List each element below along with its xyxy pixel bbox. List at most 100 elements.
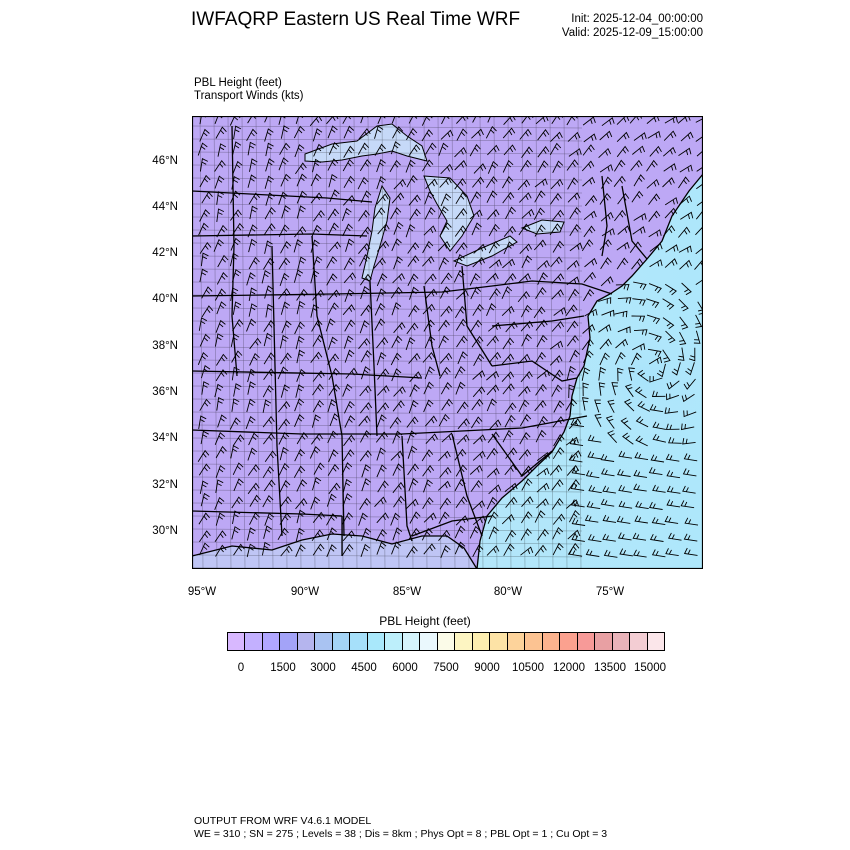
wind-barb bbox=[312, 476, 322, 491]
wind-barb bbox=[247, 447, 258, 461]
wind-barb bbox=[455, 208, 468, 220]
wind-barb bbox=[360, 190, 372, 203]
wind-barb bbox=[649, 375, 663, 383]
wind-barb bbox=[551, 498, 564, 510]
wind-barb bbox=[360, 366, 371, 380]
wind-barb bbox=[229, 417, 241, 430]
wind-barb bbox=[568, 509, 580, 523]
wind-barb bbox=[652, 421, 666, 430]
wind-barb bbox=[246, 128, 258, 142]
wind-barb bbox=[216, 397, 225, 411]
county-lines bbox=[192, 116, 583, 569]
wind-barb bbox=[629, 241, 642, 253]
wind-barb bbox=[296, 173, 307, 187]
wind-barb bbox=[422, 465, 435, 477]
wind-barb bbox=[249, 337, 262, 350]
wind-barb bbox=[280, 173, 291, 187]
county-line bbox=[192, 437, 583, 441]
wind-barb bbox=[568, 148, 582, 157]
wind-barb bbox=[406, 127, 418, 141]
wind-barb bbox=[262, 399, 272, 413]
wind-barb bbox=[391, 192, 405, 204]
wind-barb bbox=[681, 393, 695, 403]
wind-barb bbox=[520, 465, 533, 477]
wind-barb bbox=[571, 533, 585, 542]
wind-barb bbox=[440, 382, 453, 395]
wind-barb bbox=[342, 530, 356, 542]
wind-barb bbox=[215, 126, 227, 139]
wind-barb bbox=[345, 367, 358, 379]
wind-barb bbox=[422, 255, 435, 267]
wind-barb bbox=[678, 147, 692, 156]
colorbar-label: 4500 bbox=[351, 662, 377, 674]
wind-barb bbox=[407, 463, 419, 476]
wind-barb bbox=[232, 160, 243, 174]
wind-barb bbox=[342, 194, 356, 206]
wind-barb bbox=[616, 116, 630, 125]
wind-barb bbox=[582, 324, 596, 334]
wind-barb bbox=[585, 470, 600, 479]
wind-barb bbox=[231, 366, 240, 381]
lat-label: 46°N bbox=[152, 155, 178, 167]
wind-barb bbox=[598, 366, 607, 381]
wind-barb bbox=[279, 334, 289, 349]
wind-barb bbox=[624, 383, 634, 398]
wind-barb bbox=[567, 529, 581, 540]
wind-barb bbox=[407, 242, 420, 254]
wind-barb bbox=[683, 547, 698, 556]
wind-barb bbox=[599, 130, 613, 141]
wind-barb bbox=[582, 350, 594, 363]
wind-barb bbox=[607, 399, 615, 413]
wind-barb bbox=[423, 512, 437, 523]
wind-barb bbox=[312, 383, 324, 396]
wind-barb bbox=[247, 381, 256, 395]
wind-barb bbox=[213, 238, 224, 252]
wind-barb bbox=[565, 398, 578, 411]
wind-barb bbox=[649, 501, 663, 510]
wind-barb bbox=[486, 176, 498, 189]
lon-label: 80°W bbox=[493, 586, 523, 598]
plot-title: IWFAQRP Eastern US Real Time WRF bbox=[191, 9, 521, 30]
wind-barb bbox=[200, 430, 209, 445]
wind-barb bbox=[533, 207, 545, 220]
wind-barb bbox=[553, 434, 565, 447]
wind-barb bbox=[537, 146, 550, 158]
wind-barb bbox=[695, 135, 703, 142]
wind-barb bbox=[309, 446, 321, 459]
wind-barb bbox=[262, 494, 274, 508]
model-config: WE = 310 ; SN = 275 ; Levels = 38 ; Dis … bbox=[194, 828, 608, 840]
wind-barb bbox=[664, 207, 678, 219]
wind-barb bbox=[614, 209, 627, 222]
wind-barb bbox=[487, 511, 499, 524]
wind-barb bbox=[439, 366, 451, 379]
wind-barb bbox=[651, 390, 666, 397]
wind-barb bbox=[600, 498, 615, 507]
wind-barb bbox=[390, 207, 402, 220]
wind-barb bbox=[648, 467, 663, 476]
wind-barb bbox=[487, 160, 499, 174]
wind-barb bbox=[648, 193, 661, 205]
wind-barb bbox=[409, 384, 420, 397]
wind-barb bbox=[329, 189, 340, 203]
wind-barb bbox=[615, 284, 630, 291]
wind-barb bbox=[583, 271, 596, 283]
wind-barb bbox=[487, 431, 500, 443]
wind-barb bbox=[487, 144, 500, 156]
wind-barb bbox=[263, 479, 276, 492]
wind-barb bbox=[345, 238, 355, 252]
wind-barb bbox=[264, 206, 276, 220]
wind-barb bbox=[582, 397, 589, 411]
wind-barb bbox=[376, 337, 389, 349]
wind-barbs bbox=[197, 116, 703, 559]
wind-barb bbox=[358, 512, 368, 526]
wind-barb bbox=[375, 431, 388, 443]
wind-barb bbox=[470, 319, 483, 332]
wind-barb bbox=[550, 178, 564, 190]
wind-barb bbox=[617, 297, 632, 304]
wind-barb bbox=[421, 527, 433, 541]
wind-barb bbox=[472, 370, 486, 380]
wind-barb bbox=[649, 533, 664, 542]
wind-barb bbox=[666, 470, 681, 479]
wind-barb bbox=[440, 305, 453, 317]
wind-barb bbox=[633, 469, 648, 478]
